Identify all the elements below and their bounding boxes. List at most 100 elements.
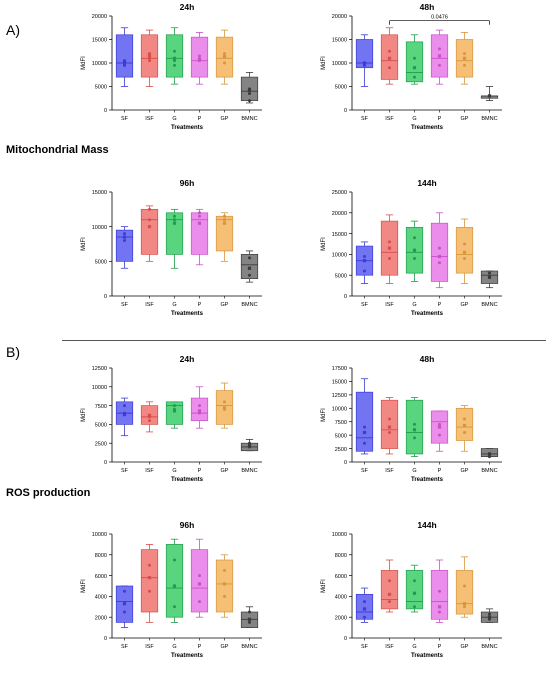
x-tick-label: ISF [385,116,394,122]
x-axis-title: Treatments [171,311,204,317]
mean-marker [197,582,202,586]
y-tick-label: 5000 [95,85,107,91]
y-tick-label: 0 [104,294,107,300]
mean-marker [412,248,417,252]
y-tick-label: 7500 [95,404,107,410]
x-tick-label: BMNC [481,302,497,308]
y-tick-label: 2000 [335,615,347,621]
data-point [223,568,226,572]
mean-marker [197,409,202,413]
x-tick-label: BMNC [481,116,497,122]
box [165,544,184,618]
box [165,212,184,255]
data-point [413,75,416,79]
data-point [173,49,176,53]
data-point [488,271,491,275]
y-tick-label: 0 [104,636,107,642]
x-axis-title: Treatments [171,477,204,483]
data-point [173,404,176,408]
mean-marker [462,423,467,428]
data-point [248,445,251,449]
x-tick-label: P [198,468,202,474]
data-point [388,600,391,604]
data-point [198,54,201,58]
x-tick-label: G [172,116,176,122]
y-tick-label: 12500 [92,366,107,372]
x-axis-title: Treatments [171,125,204,131]
x-tick-label: SF [361,116,369,122]
box [355,39,374,69]
y-tick-label: 4000 [335,595,347,601]
mitochondrial-mass-label: Mitochondrial Mass [6,144,109,156]
x-tick-label: P [438,644,442,650]
x-tick-label: SF [361,302,369,308]
y-tick-label: 15000 [332,380,347,386]
y-axis-label: MdFI [81,408,87,422]
data-point [123,589,126,593]
box [115,34,134,78]
chart-title: 96h [180,520,195,530]
y-tick-label: 15000 [92,38,107,44]
y-tick-label: 15000 [332,232,347,238]
mean-marker [387,56,392,60]
mean-marker [172,56,177,60]
x-tick-label: GP [461,302,469,308]
y-axis-label: MdFI [81,56,87,70]
y-tick-label: 10000 [92,61,107,67]
y-tick-label: 8000 [95,553,107,559]
chart-title: 144h [417,178,436,188]
data-point [148,415,151,419]
data-point [148,218,151,222]
y-axis-label: MdFI [81,237,87,251]
mean-marker [487,94,492,98]
x-tick-label: ISF [145,644,154,650]
mean-marker [437,54,442,58]
x-tick-label: ISF [145,468,154,474]
data-point [148,52,151,56]
mean-marker [362,259,367,263]
mean-marker [362,430,367,435]
y-tick-label: 6000 [335,574,347,580]
data-point [363,63,366,67]
data-point [463,605,466,609]
data-point [463,417,466,421]
data-point [388,66,391,70]
data-point [123,239,126,243]
mean-marker [122,413,127,417]
box [380,399,399,449]
mean-marker [147,225,152,229]
x-tick-label: GP [221,644,229,650]
y-tick-label: 0 [344,294,347,300]
data-point [248,256,251,260]
data-point [388,579,391,583]
data-point [438,589,441,593]
x-tick-label: SF [121,468,129,474]
data-point [148,419,151,423]
y-axis-label: MdFI [321,56,327,70]
mean-marker [122,235,127,239]
data-point [198,214,201,218]
x-tick-label: P [438,116,442,122]
box [455,227,474,274]
mean-marker [147,54,152,58]
data-point [438,610,441,614]
y-axis-label: MdFI [81,579,87,593]
data-point [388,240,391,244]
y-tick-label: 20000 [332,14,347,20]
x-tick-label: BMNC [481,644,497,650]
data-point [463,584,466,588]
y-tick-label: 15000 [332,38,347,44]
mean-marker [147,576,152,580]
x-axis-title: Treatments [411,311,444,317]
mean-marker [437,425,442,429]
data-point [363,269,366,273]
mean-marker [487,452,492,456]
box [240,254,259,280]
x-tick-label: BMNC [241,468,257,474]
panel-a-label: A) [6,22,20,38]
mean-marker [487,615,492,619]
y-tick-label: 4000 [95,595,107,601]
data-point [363,425,366,429]
